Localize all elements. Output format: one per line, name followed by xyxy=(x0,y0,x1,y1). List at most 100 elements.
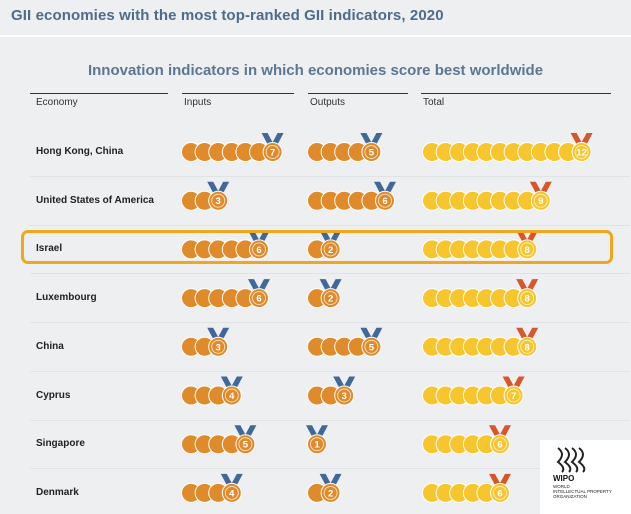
medal-ribbon xyxy=(360,133,383,148)
data-label: 5 xyxy=(369,342,375,353)
column-header-total: Total xyxy=(423,97,445,108)
row-separator xyxy=(30,224,630,226)
data-label: 8 xyxy=(525,245,530,256)
outputs-medal-stack: 2 xyxy=(307,473,342,503)
medal-ribbon xyxy=(306,425,328,441)
medal-ribbon xyxy=(207,181,230,197)
inputs-medal-stack: 3 xyxy=(181,327,230,357)
data-label: 4 xyxy=(229,488,235,499)
highlight-box-israel xyxy=(21,230,613,264)
medal-ribbon xyxy=(516,230,539,246)
medal-rim xyxy=(493,485,507,500)
wipo-logo-wordmark: WIPO xyxy=(553,474,575,483)
medal-ribbon xyxy=(248,279,270,295)
medal-rim xyxy=(310,437,324,452)
medal-ribbon xyxy=(248,230,270,246)
data-label: 2 xyxy=(328,245,333,256)
total-medal-stack: 9 xyxy=(422,181,552,211)
medal-rim xyxy=(520,291,535,306)
medal-ribbon xyxy=(207,327,230,343)
column-header-outputs: Outputs xyxy=(310,97,346,108)
economy-label: Luxembourg xyxy=(36,292,97,304)
row-separator xyxy=(30,419,630,421)
outputs-medal-stack: 1 xyxy=(306,425,328,455)
data-label: 7 xyxy=(511,391,516,402)
column-header-inputs: Inputs xyxy=(184,97,212,108)
inputs-medal-stack: 5 xyxy=(181,425,257,455)
data-label: 2 xyxy=(328,488,333,499)
outputs-medal-stack: 5 xyxy=(307,327,383,357)
outputs-medal-stack: 2 xyxy=(307,230,342,260)
medal-rim xyxy=(506,388,521,403)
economy-label: Cyprus xyxy=(36,389,71,401)
medal-ribbon xyxy=(489,425,511,441)
medal-ribbon xyxy=(374,181,396,197)
medal-ribbon xyxy=(319,230,342,246)
data-label: 8 xyxy=(525,342,530,353)
medal-rim xyxy=(337,388,352,403)
data-label: 3 xyxy=(216,196,221,207)
chart-subtitle: Innovation indicators in which economies… xyxy=(87,62,544,79)
medal-rim xyxy=(224,485,239,500)
medal-rim xyxy=(378,193,392,208)
column-header-economy: Economy xyxy=(36,97,78,108)
row-separator xyxy=(30,370,630,372)
medal-ribbon xyxy=(360,327,383,343)
medal-rim xyxy=(520,339,535,354)
data-label: 4 xyxy=(229,391,235,402)
medal-rim xyxy=(224,388,239,403)
data-label: 1 xyxy=(314,440,320,451)
medal-ribbon xyxy=(319,279,342,295)
data-label: 6 xyxy=(256,294,261,305)
medal-ribbon xyxy=(220,376,243,392)
outputs-medal-stack: 6 xyxy=(307,181,396,211)
data-label: 8 xyxy=(525,294,530,305)
total-medal-stack: 6 xyxy=(422,425,511,455)
medal-ribbon xyxy=(489,473,511,489)
medal-rim xyxy=(533,193,548,208)
data-label: 12 xyxy=(576,148,587,159)
medal-ribbon xyxy=(234,425,257,441)
row-separator xyxy=(30,322,630,324)
medal-rim xyxy=(323,242,338,257)
data-label: 2 xyxy=(328,294,333,305)
column-rule-economy xyxy=(30,93,168,94)
total-medal-stack: 8 xyxy=(422,230,539,260)
medal-rim xyxy=(252,242,266,257)
total-medal-stack: 12 xyxy=(422,133,593,162)
inputs-medal-stack: 3 xyxy=(181,181,230,211)
data-label: 6 xyxy=(497,488,502,499)
data-label: 5 xyxy=(369,148,375,159)
row-separator xyxy=(30,468,630,470)
medal-rim xyxy=(252,291,266,306)
inputs-medal-stack: 6 xyxy=(181,279,270,309)
economy-label: United States of America xyxy=(36,194,154,206)
total-medal-stack: 7 xyxy=(422,376,525,406)
inputs-medal-stack: 6 xyxy=(181,230,270,260)
title-divider xyxy=(0,35,631,37)
economy-label: Singapore xyxy=(36,438,85,450)
total-medal-stack: 8 xyxy=(422,279,539,309)
outputs-medal-stack: 5 xyxy=(307,133,383,162)
medal-rim xyxy=(265,145,280,159)
inputs-medal-stack: 7 xyxy=(181,133,284,162)
medal-ribbon xyxy=(502,376,525,392)
medal-rim xyxy=(211,193,226,208)
total-medal-stack: 8 xyxy=(422,327,539,357)
medal-rim xyxy=(574,145,589,159)
data-label: 3 xyxy=(216,342,221,353)
economy-label: Denmark xyxy=(36,486,79,498)
medal-ribbon xyxy=(261,133,284,148)
medal-rim xyxy=(323,291,338,306)
data-label: 6 xyxy=(256,245,261,256)
medal-rim xyxy=(520,242,535,257)
row-separator xyxy=(30,176,630,177)
wipo-emblem-icon xyxy=(556,447,586,473)
medal-ribbon xyxy=(570,133,593,148)
row-separator xyxy=(30,273,630,275)
data-label: 3 xyxy=(342,391,347,402)
medal-ribbon xyxy=(516,279,539,295)
medal-rim xyxy=(364,145,379,159)
data-label: 6 xyxy=(382,196,387,207)
data-label: 5 xyxy=(243,440,249,451)
